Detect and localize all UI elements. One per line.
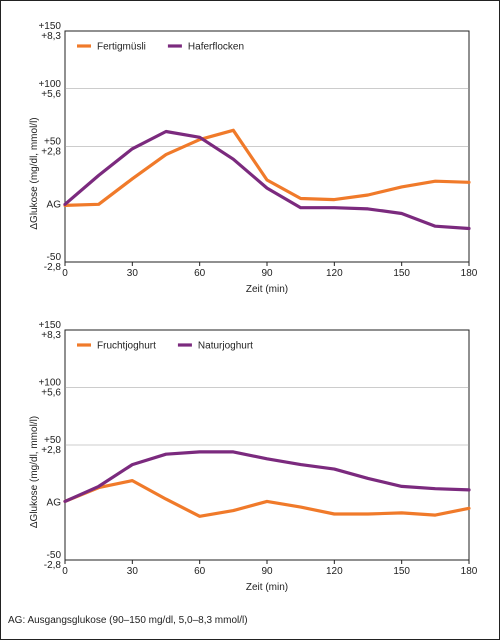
y-tick-label: +100 [38,79,61,90]
y-axis-label: ΔGlukose (mg/dl, mmol/l) [29,416,40,528]
y-tick-label: -50 [47,550,62,561]
y-axis-label: ΔGlukose (mg/dl, mmol/l) [29,117,40,229]
legend-label-1: Fruchtjoghurt [97,341,156,352]
y-tick-label: -50 [47,252,62,263]
x-tick-label: 90 [261,566,273,577]
chart-2: +150+8,3 +100+5,6 +50+2,8 AG -50-2,80 30 60 90 1… [29,320,478,593]
y-tick-label: +150 [38,320,61,331]
legend-label-2: Haferflocken [188,42,244,53]
x-tick-label: 0 [62,566,68,577]
x-tick-label: 90 [261,268,273,279]
y-tick-label-mmol: +5,6 [41,89,61,100]
y-tick-label-mmol: -2,8 [44,262,62,273]
legend-label-1: Fertigmüsli [97,42,146,53]
series-line-2 [63,129,471,231]
x-tick-label: 30 [127,566,139,577]
y-tick-label-mmol: +2,8 [41,147,61,158]
y-tick-label-mmol: +8,3 [41,330,61,341]
y-tick-label-mmol: +5,6 [41,388,61,399]
legend-label-2: Naturjoghurt [198,341,253,352]
x-tick-label: 120 [326,566,343,577]
y-tick-label: +100 [38,378,61,389]
x-tick-label: 150 [393,268,410,279]
x-axis-label: Zeit (min) [246,582,288,593]
footnote: AG: Ausgangsglukose (90–150 mg/dl, 5,0–8… [8,615,248,626]
y-tick-label: AG [47,498,62,509]
x-tick-label: 120 [326,268,343,279]
x-tick-label: 0 [62,268,68,279]
y-tick-label: AG [47,199,62,210]
x-tick-label: 150 [393,566,410,577]
chart-1: +150+8,3 +100+5,6 +50+2,8 AG -50-2,80 30 60 90 1… [29,21,478,295]
y-tick-label: +50 [44,435,61,446]
y-tick-label: +50 [44,137,61,148]
x-tick-label: 60 [194,566,206,577]
series-line-1 [63,128,471,207]
y-tick-label-mmol: -2,8 [44,560,62,571]
x-axis-label: Zeit (min) [246,284,288,295]
series-line-1 [63,479,471,518]
series-line-2 [63,450,471,503]
x-tick-label: 180 [461,268,478,279]
y-tick-label-mmol: +8,3 [41,31,61,42]
x-tick-label: 180 [461,566,478,577]
y-tick-label: +150 [38,21,61,32]
x-tick-label: 60 [194,268,206,279]
y-tick-label-mmol: +2,8 [41,445,61,456]
x-tick-label: 30 [127,268,139,279]
